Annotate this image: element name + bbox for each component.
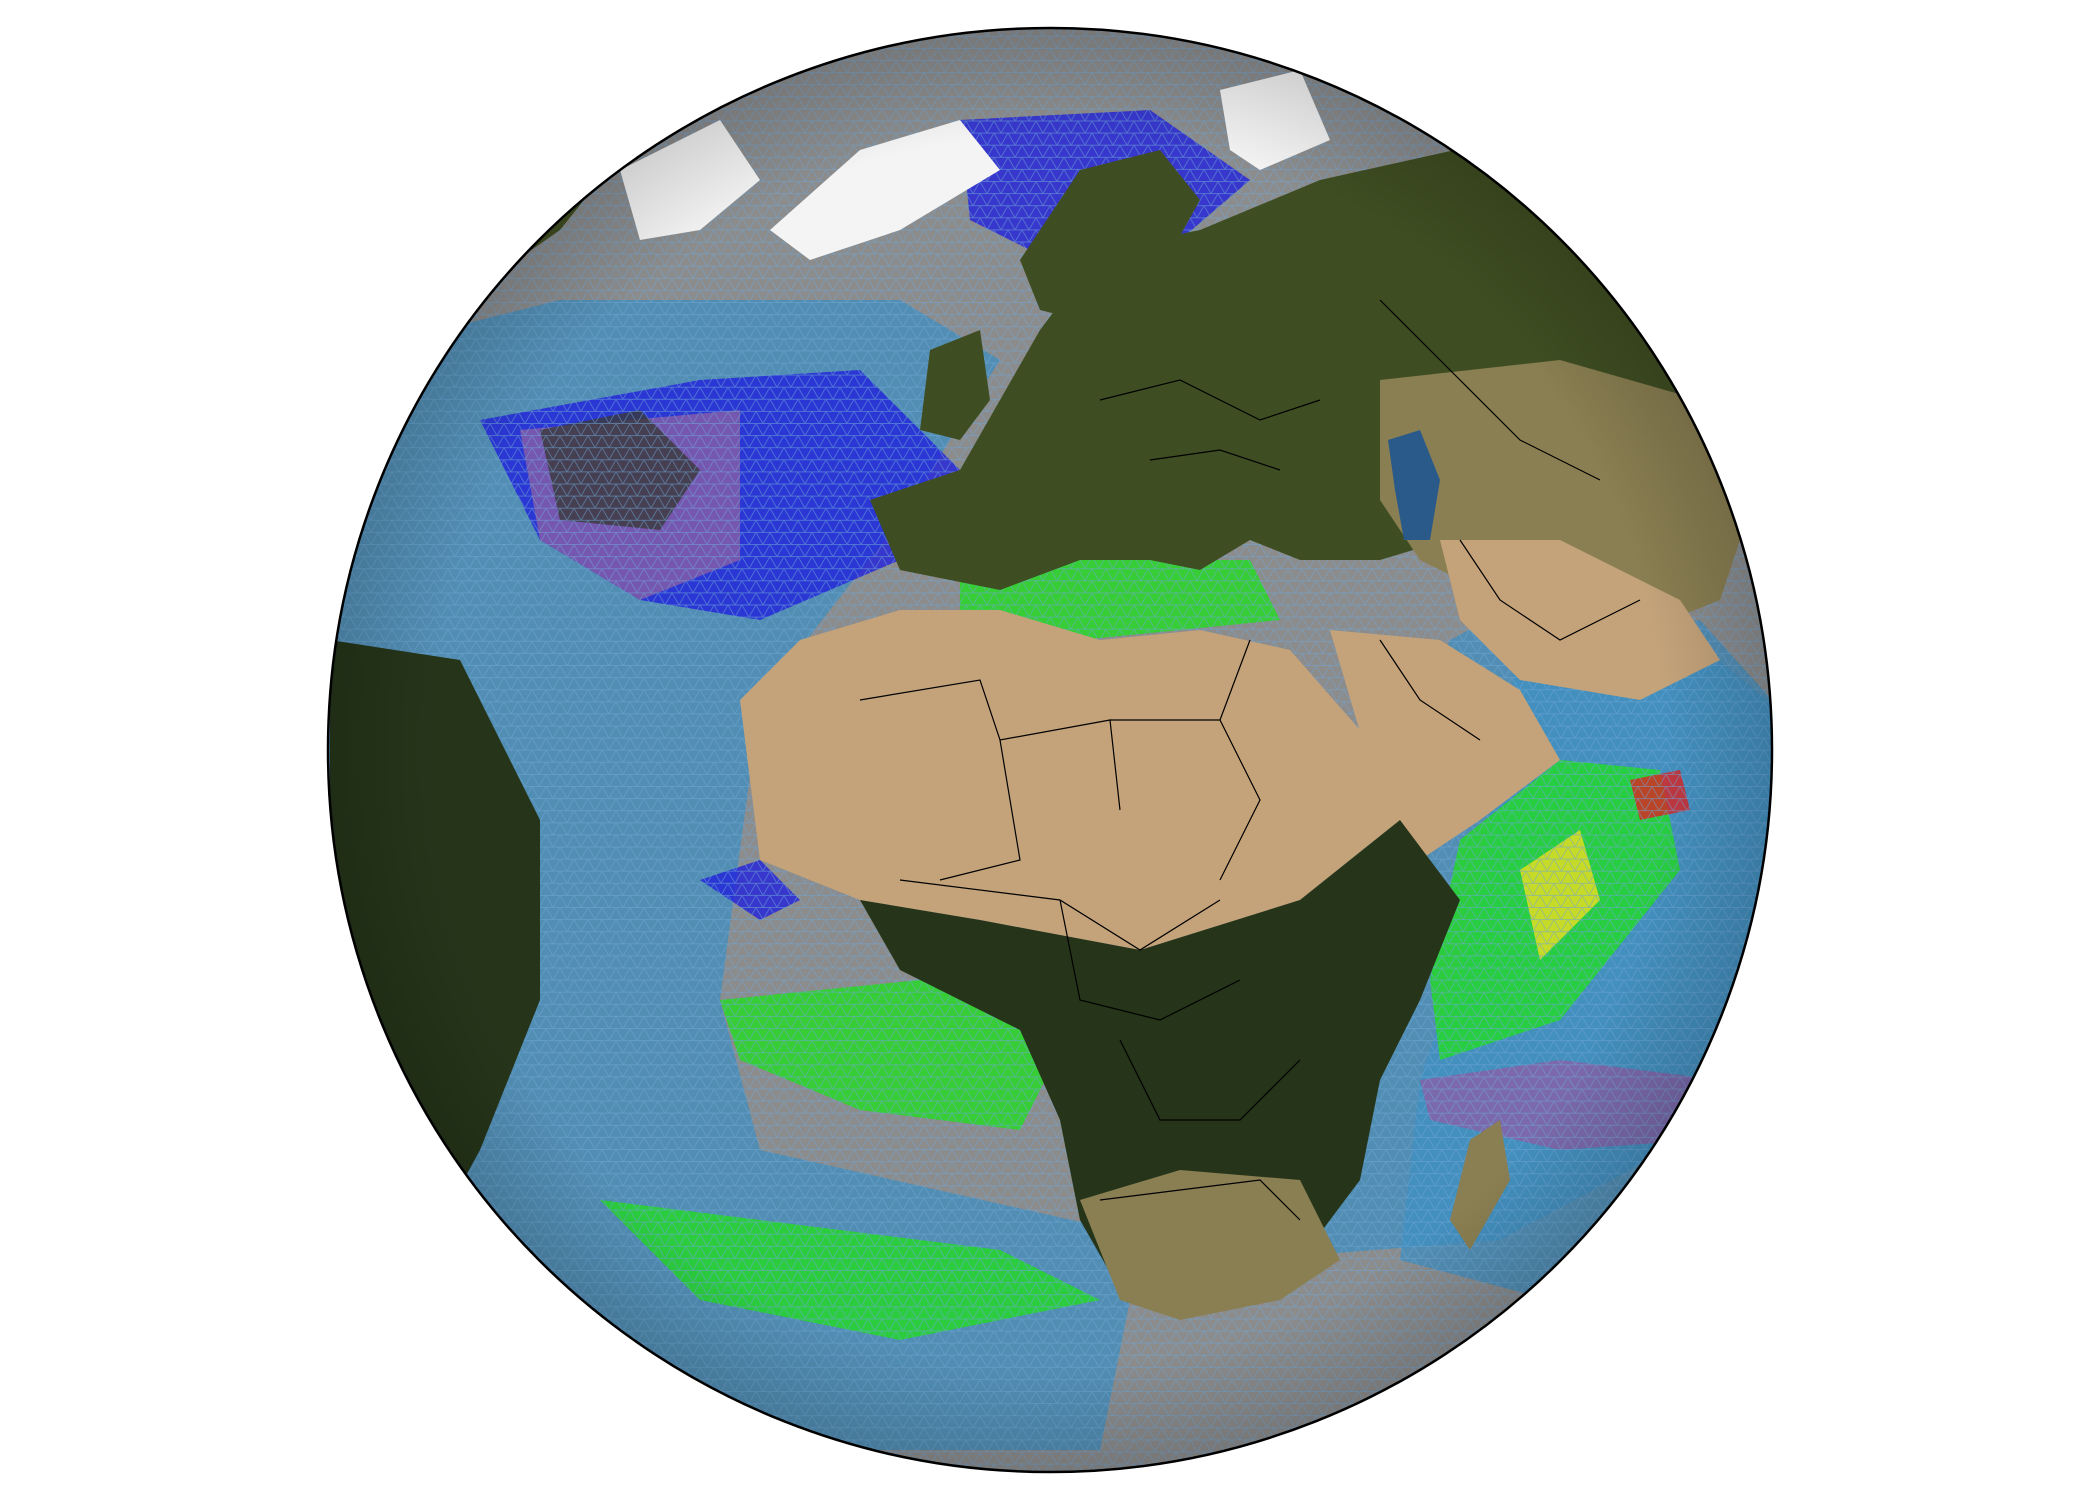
globe-outline bbox=[326, 26, 1774, 1474]
limb-shade bbox=[328, 28, 1772, 1472]
globe-surface bbox=[328, 28, 1772, 1472]
